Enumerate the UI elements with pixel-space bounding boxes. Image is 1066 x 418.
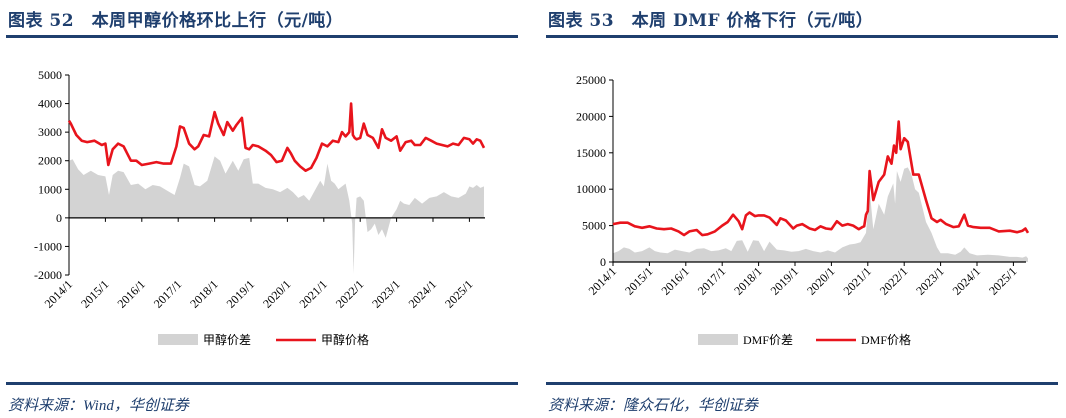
x-tick-label: 2014/1: [42, 277, 75, 310]
x-tick-label: 2020/1: [260, 277, 293, 310]
y-tick-label: 1000: [38, 182, 62, 196]
x-tick-label: 2024/1: [406, 277, 439, 310]
x-tick-label: 2025/1: [442, 277, 475, 310]
legend-label: 甲醇价差: [203, 332, 251, 347]
y-tick-label: 5000: [38, 68, 62, 82]
x-tick-label: 2023/1: [369, 277, 402, 310]
x-tick-label: 2016/1: [658, 264, 691, 297]
source-divider: [6, 382, 518, 385]
x-tick-label: 2018/1: [187, 277, 220, 310]
x-tick-label: 2020/1: [804, 264, 837, 297]
dmf-chart-panel: 图表 53 本周 DMF 价格下行（元/吨） 25000 20000 15000 10…: [540, 0, 1066, 418]
spread-area-series: [69, 156, 484, 274]
x-tick-label: 2024/1: [950, 264, 983, 297]
x-tick-label: 2023/1: [913, 264, 946, 297]
title-divider: [546, 35, 1058, 38]
y-tick-label: 20000: [576, 109, 606, 123]
source-note: 资料来源：Wind，华创证券: [8, 398, 189, 414]
x-tick-label: 2025/1: [986, 264, 1019, 297]
legend-area-swatch: [158, 334, 198, 345]
x-tick-label: 2017/1: [695, 264, 728, 297]
x-tick-label: 2018/1: [731, 264, 764, 297]
source-note: 资料来源：隆众石化，华创证券: [548, 398, 759, 414]
y-tick-label: 0: [600, 255, 606, 269]
y-tick-label: 4000: [38, 97, 62, 111]
y-tick-label: 3000: [38, 125, 62, 139]
price-line-series: [67, 102, 486, 172]
legend-label: 甲醇价格: [321, 332, 369, 347]
spread-area-series: [613, 167, 1028, 262]
x-tick-label: 2022/1: [333, 277, 366, 310]
y-tick-label: 10000: [576, 182, 606, 196]
x-tick-label: 2019/1: [768, 264, 801, 297]
y-tick-label: 15000: [576, 146, 606, 160]
methanol-chart-panel: 图表 52 本周甲醇价格环比上行（元/吨） 5000 4000 3000 2000 10…: [0, 0, 530, 418]
x-tick-label: 2017/1: [151, 277, 184, 310]
chart-title: 图表 52 本周甲醇价格环比上行（元/吨）: [8, 11, 344, 31]
x-tick-label: 2019/1: [224, 277, 257, 310]
y-tick-label: 5000: [582, 219, 606, 233]
y-tick-label: -1000: [34, 239, 62, 253]
price-line-series: [612, 120, 1030, 237]
x-tick-label: 2022/1: [877, 264, 910, 297]
y-tick-label: 0: [56, 211, 62, 225]
x-tick-label: 2015/1: [622, 264, 655, 297]
x-tick-label: 2016/1: [114, 277, 147, 310]
x-tick-label: 2015/1: [78, 277, 111, 310]
legend-label: DMF价格: [861, 332, 911, 347]
chart-title: 图表 53 本周 DMF 价格下行（元/吨）: [548, 11, 874, 31]
chart-legend: 甲醇价差 甲醇价格: [158, 332, 369, 347]
y-tick-label: 25000: [576, 73, 606, 87]
legend-area-swatch: [698, 334, 738, 345]
title-divider: [6, 35, 518, 38]
legend-label: DMF价差: [743, 333, 793, 347]
chart-legend: DMF价差 DMF价格: [698, 332, 911, 347]
y-tick-label: -2000: [34, 268, 62, 282]
x-tick-label: 2021/1: [840, 264, 873, 297]
x-tick-label: 2021/1: [296, 277, 329, 310]
source-divider: [546, 382, 1058, 385]
x-tick-label: 2014/1: [586, 264, 619, 297]
y-tick-label: 2000: [38, 154, 62, 168]
